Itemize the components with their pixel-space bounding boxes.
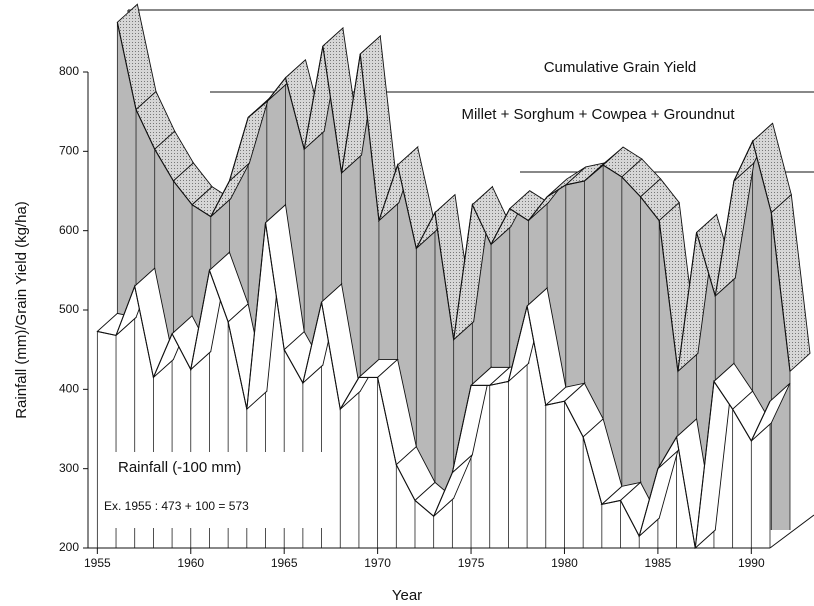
x-tick-label: 1970	[364, 556, 391, 570]
y-tick-label: 500	[59, 302, 79, 316]
y-axis-title: Rainfall (mm)/Grain Yield (kg/ha)	[13, 201, 30, 419]
x-axis-title: Year	[392, 587, 422, 604]
annotation: Ex. 1955 : 473 + 100 = 573	[104, 499, 249, 513]
y-tick-label: 800	[59, 64, 79, 78]
subtitle: Millet + Sorghum + Cowpea + Groundnut	[461, 106, 735, 123]
y-tick-label: 700	[59, 144, 79, 158]
x-tick-label: 1975	[458, 556, 485, 570]
y-tick-label: 400	[59, 382, 79, 396]
legend-label: Rainfall (-100 mm)	[118, 459, 241, 476]
series-line	[97, 222, 771, 549]
x-tick-label: 1985	[645, 556, 672, 570]
x-tick-label: 1990	[738, 556, 765, 570]
x-tick-label: 1960	[177, 556, 204, 570]
x-tick-label: 1965	[271, 556, 298, 570]
series-line	[116, 22, 791, 372]
x-tick-label: 1955	[84, 556, 111, 570]
y-tick-label: 200	[59, 540, 79, 554]
legend-box	[98, 452, 323, 528]
y-tick-label: 300	[59, 461, 79, 475]
y-tick-label: 600	[59, 223, 79, 237]
series-title: Cumulative Grain Yield	[544, 59, 697, 76]
x-tick-label: 1980	[551, 556, 578, 570]
plot	[96, 3, 811, 550]
